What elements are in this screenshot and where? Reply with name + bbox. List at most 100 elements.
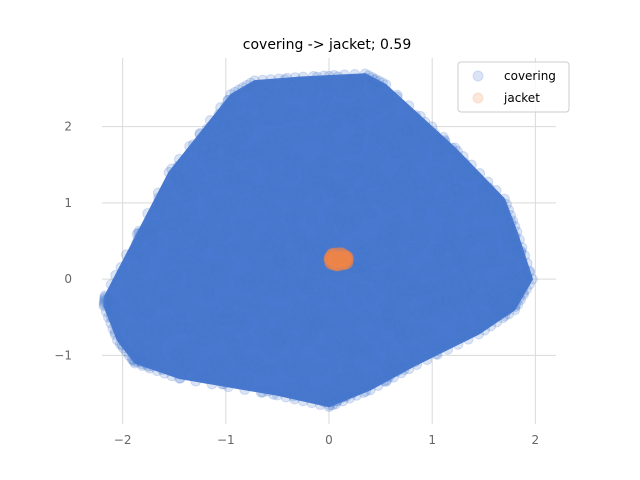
covering-point: [475, 264, 487, 276]
covering-point: [293, 157, 305, 169]
covering-point: [386, 114, 398, 126]
covering-point: [175, 184, 187, 196]
covering-point: [205, 221, 217, 233]
covering-point: [411, 279, 423, 291]
covering-point: [421, 222, 433, 234]
covering-point: [461, 171, 473, 183]
covering-point: [339, 384, 351, 396]
covering-point: [358, 341, 370, 353]
covering-point: [162, 273, 174, 285]
covering-point: [317, 364, 329, 376]
covering-point: [439, 135, 451, 147]
covering-point: [331, 263, 343, 275]
covering-point: [412, 306, 424, 318]
covering-point: [406, 275, 418, 287]
covering-point: [348, 168, 360, 180]
covering-point: [268, 279, 280, 291]
covering-point: [401, 137, 413, 149]
covering-point: [226, 116, 238, 128]
covering-point: [302, 283, 314, 295]
covering-point: [203, 284, 215, 296]
covering-point: [225, 97, 237, 109]
covering-point: [467, 279, 479, 291]
covering-point: [198, 151, 210, 163]
covering-point: [224, 147, 236, 159]
covering-point: [320, 126, 332, 138]
covering-point: [312, 158, 324, 170]
covering-point: [452, 196, 464, 208]
covering-point: [442, 206, 454, 218]
covering-point: [293, 261, 305, 273]
covering-point: [323, 325, 335, 337]
covering-point: [292, 133, 304, 145]
covering-point: [438, 337, 450, 349]
covering-point: [160, 325, 172, 337]
covering-point: [178, 291, 190, 303]
y-tick-label: 0: [64, 272, 72, 286]
covering-point: [365, 291, 377, 303]
covering-point: [433, 296, 445, 308]
covering-point: [375, 128, 387, 140]
covering-point: [478, 186, 490, 198]
covering-point: [229, 145, 241, 157]
covering-point: [300, 331, 312, 343]
covering-point: [431, 301, 443, 313]
covering-point: [395, 254, 407, 266]
covering-point: [345, 286, 357, 298]
covering-point: [162, 315, 174, 327]
covering-point: [261, 112, 273, 124]
covering-point: [274, 238, 286, 250]
covering-point: [288, 382, 300, 394]
covering-point: [474, 205, 486, 217]
covering-point: [290, 231, 302, 243]
covering-point: [219, 137, 231, 149]
covering-point: [233, 184, 245, 196]
covering-point: [173, 321, 185, 333]
covering-point: [129, 286, 141, 298]
covering-point: [332, 324, 344, 336]
covering-point: [186, 190, 198, 202]
covering-point: [369, 255, 381, 267]
covering-point: [221, 226, 233, 238]
covering-point: [416, 267, 428, 279]
covering-point: [324, 105, 336, 117]
covering-point: [333, 272, 345, 284]
covering-point: [185, 179, 197, 191]
covering-point: [463, 236, 475, 248]
covering-point: [252, 288, 264, 300]
covering-point: [284, 364, 296, 376]
covering-point: [253, 184, 265, 196]
covering-point: [411, 215, 423, 227]
covering-point: [119, 286, 131, 298]
covering-point: [263, 200, 275, 212]
covering-point: [130, 263, 142, 275]
covering-point: [214, 199, 226, 211]
covering-point: [385, 356, 397, 368]
covering-point: [285, 231, 297, 243]
covering-point: [191, 310, 203, 322]
covering-point: [298, 204, 310, 216]
covering-point: [179, 363, 191, 375]
covering-point: [304, 123, 316, 135]
covering-point: [322, 384, 334, 396]
covering-point: [134, 277, 146, 289]
covering-point: [270, 190, 282, 202]
covering-point: [378, 229, 390, 241]
legend-label-covering: covering: [504, 69, 556, 83]
covering-point: [167, 248, 179, 260]
covering-point: [494, 296, 506, 308]
covering-point: [332, 71, 344, 83]
covering-point: [450, 252, 462, 264]
covering-point: [244, 220, 256, 232]
covering-point: [226, 311, 238, 323]
covering-point: [426, 181, 438, 193]
covering-point: [319, 98, 331, 110]
covering-point: [415, 330, 427, 342]
covering-point: [325, 214, 337, 226]
covering-point: [490, 305, 502, 317]
covering-point: [125, 274, 137, 286]
covering-point: [478, 275, 490, 287]
covering-point: [440, 238, 452, 250]
covering-point: [282, 137, 294, 149]
covering-point: [495, 305, 507, 317]
